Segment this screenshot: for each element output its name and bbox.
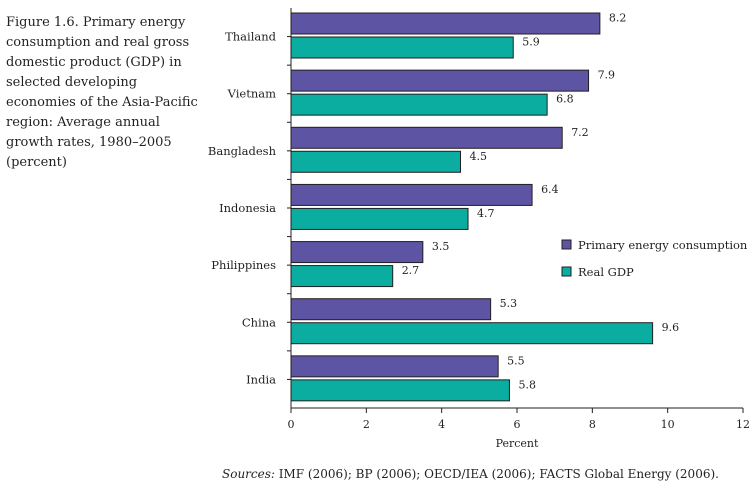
bar-energy-vietnam (290, 69, 590, 92)
bar-gdp-indonesia (290, 207, 469, 230)
data-label-energy-bangladesh: 7.2 (571, 126, 589, 139)
x-tick-label-0: 0 (288, 418, 295, 431)
data-label-gdp-indonesia: 4.7 (477, 207, 495, 220)
category-label-philippines: Philippines (211, 258, 276, 272)
data-label-gdp-china: 9.6 (662, 321, 680, 334)
bar-gdp-bangladesh (290, 150, 461, 173)
x-tick-label-2: 2 (363, 418, 370, 431)
bar-energy-china (290, 298, 492, 321)
sources-note: Sources: IMF (2006); BP (2006); OECD/IEA… (222, 467, 719, 481)
x-tick-label-8: 8 (589, 418, 596, 431)
x-tick-label-6: 6 (514, 418, 521, 431)
x-tick-label-10: 10 (661, 418, 675, 431)
category-label-bangladesh: Bangladesh (208, 144, 277, 158)
bar-gdp-thailand (290, 36, 514, 59)
data-label-energy-vietnam: 7.9 (598, 69, 616, 82)
data-label-energy-indonesia: 6.4 (541, 183, 559, 196)
legend-swatch-energy (561, 239, 572, 250)
bar-energy-india (290, 355, 499, 378)
data-label-gdp-bangladesh: 4.5 (470, 150, 488, 163)
category-label-vietnam: Vietnam (227, 87, 276, 101)
data-label-gdp-india: 5.8 (518, 378, 536, 391)
category-label-china: China (242, 315, 276, 329)
sources-lead: Sources: (222, 467, 275, 481)
data-label-energy-philippines: 3.5 (432, 240, 450, 253)
sources-text: IMF (2006); BP (2006); OECD/IEA (2006); … (274, 467, 719, 481)
data-label-energy-india: 5.5 (507, 354, 524, 367)
data-label-gdp-vietnam: 6.8 (556, 93, 574, 106)
legend-label-energy: Primary energy consumption (578, 238, 748, 252)
bar-energy-indonesia (290, 183, 533, 206)
bar-gdp-philippines (290, 265, 394, 288)
data-label-energy-china: 5.3 (500, 297, 517, 310)
legend-swatch-gdp (561, 266, 572, 277)
x-axis-title: Percent (496, 437, 539, 450)
figure-caption: Figure 1.6. Primary energy consumption a… (6, 15, 198, 170)
category-label-india: India (246, 372, 276, 386)
bar-gdp-china (290, 322, 654, 345)
data-label-gdp-philippines: 2.7 (402, 264, 420, 277)
x-tick-label-4: 4 (438, 418, 445, 431)
data-label-gdp-thailand: 5.9 (522, 36, 540, 49)
category-label-indonesia: Indonesia (219, 201, 276, 215)
legend-label-gdp: Real GDP (578, 265, 634, 279)
bar-energy-thailand (290, 12, 601, 35)
bar-energy-bangladesh (290, 126, 563, 149)
bar-gdp-vietnam (290, 93, 548, 116)
x-tick-label-12: 12 (736, 418, 750, 431)
bar-energy-philippines (290, 241, 424, 264)
bar-gdp-india (290, 379, 510, 402)
data-label-energy-thailand: 8.2 (609, 12, 627, 25)
category-label-thailand: Thailand (225, 30, 277, 44)
